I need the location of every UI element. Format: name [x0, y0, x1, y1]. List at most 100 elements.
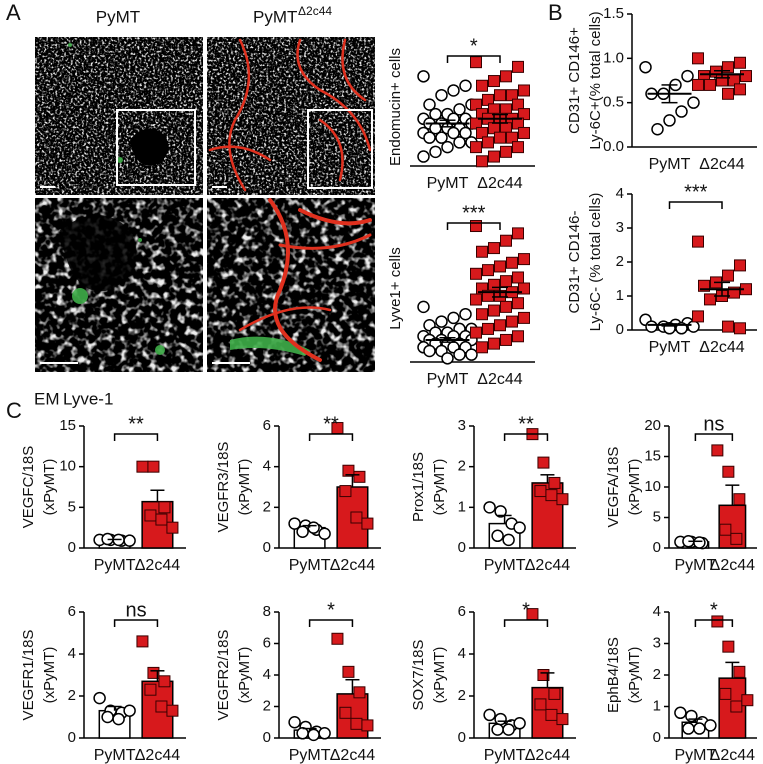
significance-bracket [503, 433, 549, 441]
x-tick-label: PyMT [675, 747, 717, 764]
data-point [476, 245, 488, 258]
dark-lumen [130, 128, 169, 166]
y-tick-label: 0 [458, 539, 466, 556]
inset-box [307, 109, 373, 189]
significance-bracket [446, 55, 501, 63]
data-point [494, 89, 506, 102]
data-point [494, 319, 506, 332]
data-point [361, 719, 374, 732]
x-tick-label: Δ2c44 [710, 747, 755, 764]
data-point [136, 460, 149, 473]
data-point [470, 141, 482, 154]
data-point [692, 52, 704, 65]
data-point [500, 333, 512, 346]
y-tick-label: 3 [616, 219, 624, 236]
y-axis-label: CD31+ CD146+ [566, 27, 583, 134]
data-point [441, 140, 454, 154]
data-point [491, 529, 504, 543]
y-tick-label: 15 [59, 417, 76, 434]
data-point [144, 509, 157, 522]
data-point [651, 123, 664, 136]
data-point [353, 686, 366, 699]
data-point [339, 706, 352, 719]
data-point [740, 70, 752, 83]
y-tick-label: 1.0 [603, 49, 624, 66]
significance-label: ns [703, 413, 724, 435]
significance-label: *** [684, 181, 708, 203]
x-tick-label: Δ2c44 [699, 156, 744, 173]
data-point [693, 722, 706, 735]
data-point [350, 511, 363, 524]
data-point [453, 136, 466, 149]
data-point [331, 632, 344, 645]
data-point [342, 464, 355, 477]
data-point [512, 227, 524, 240]
data-point [734, 322, 746, 335]
significance-bracket [308, 619, 354, 627]
data-point [674, 706, 687, 720]
data-point [488, 150, 500, 163]
x-tick-label: Δ2c44 [525, 747, 570, 764]
y-tick-label: 4 [68, 645, 76, 662]
data-point [482, 289, 494, 302]
significance-label: *** [462, 202, 486, 224]
data-point [158, 675, 171, 688]
y-tick-label: 6 [263, 634, 271, 651]
y-axis-label: (xPyMT) [41, 647, 58, 704]
dark-lumen [60, 215, 137, 292]
data-point [512, 60, 524, 73]
data-point [488, 242, 500, 255]
data-point [147, 666, 160, 679]
data-point [722, 320, 734, 333]
image-title: PyMT [253, 7, 297, 26]
y-axis-label: (xPyMT) [236, 459, 253, 516]
significance-bracket [694, 433, 734, 441]
significance-bracket [503, 619, 549, 627]
x-tick-label: PyMT [427, 371, 469, 388]
data-point [296, 727, 309, 740]
data-point [687, 320, 700, 333]
y-tick-label: 0 [68, 539, 76, 556]
data-point [512, 330, 524, 343]
y-tick-label: 1 [458, 498, 466, 515]
data-point [423, 98, 436, 111]
y-axis-label: CD31+ CD146- [566, 211, 583, 314]
x-tick-label: PyMT [94, 557, 136, 574]
y-axis-label: SOX7/18S [410, 640, 427, 711]
data-point [288, 716, 301, 729]
data-point [734, 56, 746, 69]
data-point [518, 282, 530, 295]
data-point [698, 279, 710, 292]
y-tick-label: 0.0 [603, 138, 624, 155]
y-tick-label: 4 [458, 645, 466, 662]
y-tick-label: 0 [616, 321, 624, 338]
data-point [663, 114, 676, 127]
data-point [512, 297, 524, 310]
y-tick-label: 10 [644, 478, 661, 495]
data-point [488, 337, 500, 350]
x-tick-label: Δ2c44 [477, 175, 522, 192]
data-point [447, 84, 460, 97]
x-tick-label: Δ2c44 [710, 557, 755, 574]
data-point [144, 683, 157, 696]
y-axis-label: Lyve1+ cells [387, 247, 404, 329]
data-point [166, 521, 179, 534]
data-point [423, 131, 436, 144]
data-point [711, 615, 724, 628]
data-point [733, 665, 746, 678]
y-tick-label: 0 [68, 729, 76, 746]
y-tick-label: 4 [616, 185, 624, 202]
data-point [502, 723, 515, 736]
data-point [548, 687, 561, 700]
data-point [488, 278, 500, 291]
data-point [482, 136, 494, 149]
y-tick-label: 0 [458, 729, 466, 746]
data-point [534, 698, 547, 711]
y-tick-label: 20 [644, 417, 661, 434]
data-point [518, 253, 530, 266]
data-point [465, 348, 478, 361]
data-point [704, 293, 716, 306]
data-point [512, 271, 524, 284]
data-point [136, 635, 149, 648]
micrographs [35, 37, 375, 372]
